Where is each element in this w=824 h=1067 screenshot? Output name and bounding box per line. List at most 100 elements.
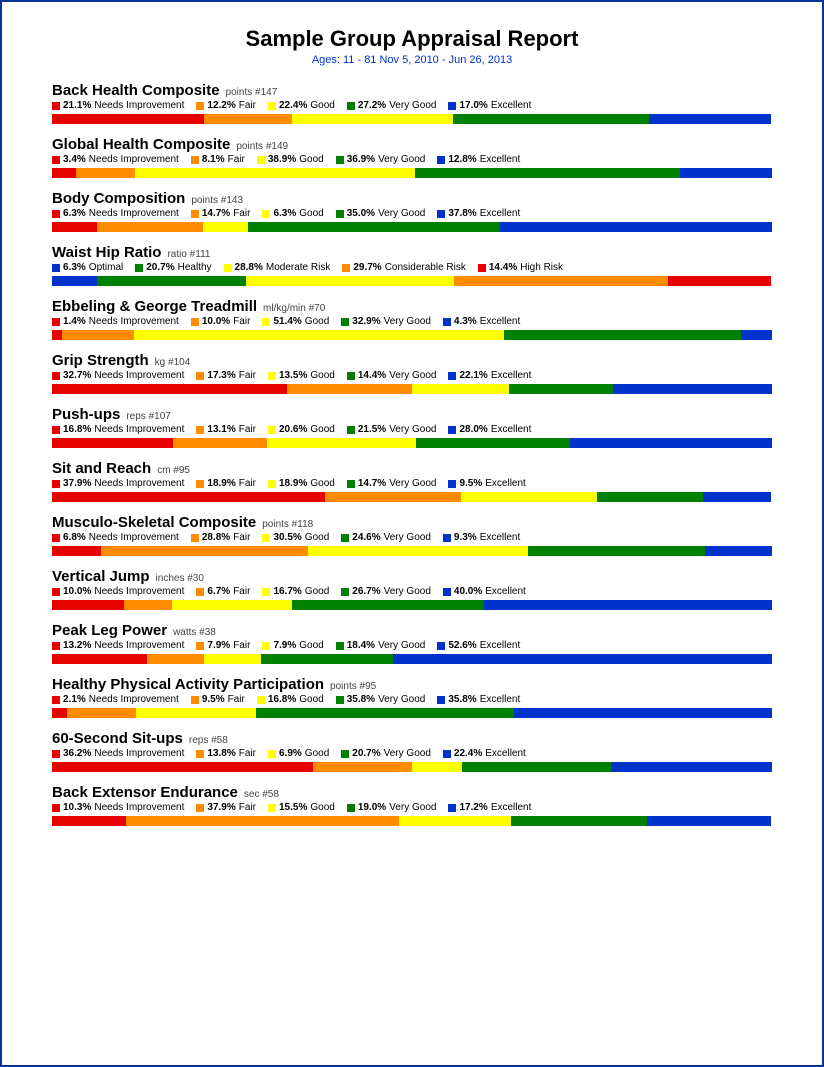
bar-segment <box>52 816 126 826</box>
metric-name: Body Composition <box>52 190 185 207</box>
legend-item: 6.3%Good <box>262 208 323 219</box>
metric-name: Back Extensor Endurance <box>52 784 238 801</box>
metric-header: Push-upsreps #107 <box>52 406 772 423</box>
bar-segment <box>204 114 292 124</box>
bar-segment <box>680 168 772 178</box>
legend-label: Good <box>305 316 329 327</box>
legend-label: Very Good <box>389 802 436 813</box>
legend-label: Good <box>310 370 334 381</box>
legend-percent: 17.3% <box>207 370 235 381</box>
legend-percent: 28.8% <box>235 262 263 273</box>
legend-label: Needs Improvement <box>94 424 184 435</box>
color-swatch <box>52 480 60 488</box>
metrics-container: Back Health Compositepoints #14721.1%Nee… <box>52 82 772 826</box>
metric-legend: 36.2%Needs Improvement13.8%Fair6.9%Good2… <box>52 748 772 759</box>
color-swatch <box>268 480 276 488</box>
color-swatch <box>341 588 349 596</box>
metric: Push-upsreps #10716.8%Needs Improvement1… <box>52 406 772 448</box>
metric-legend: 6.3%Optimal20.7%Healthy28.8%Moderate Ris… <box>52 262 772 273</box>
bar-segment <box>668 276 772 286</box>
legend-percent: 16.8% <box>63 424 91 435</box>
stacked-bar <box>52 438 772 448</box>
metric-unit: cm #95 <box>157 465 190 476</box>
legend-percent: 37.9% <box>63 478 91 489</box>
legend-percent: 14.7% <box>358 478 386 489</box>
legend-label: Very Good <box>384 586 431 597</box>
color-swatch <box>196 480 204 488</box>
legend-item: 37.9%Fair <box>196 802 256 813</box>
color-swatch <box>191 318 199 326</box>
color-swatch <box>268 804 276 812</box>
legend-percent: 35.8% <box>448 694 476 705</box>
metric-header: Back Extensor Endurancesec #58 <box>52 784 772 801</box>
bar-segment <box>52 114 204 124</box>
legend-label: Very Good <box>378 154 425 165</box>
legend-item: 51.4% Good <box>262 316 329 327</box>
bar-segment <box>256 708 514 718</box>
legend-item: 36.2%Needs Improvement <box>52 748 184 759</box>
bar-segment <box>52 438 173 448</box>
bar-segment <box>325 492 461 502</box>
color-swatch <box>347 804 355 812</box>
legend-item: 6.7%Fair <box>196 586 250 597</box>
legend-label: Moderate Risk <box>266 262 330 273</box>
stacked-bar <box>52 114 772 124</box>
report-page: Sample Group Appraisal Report Ages: 11 -… <box>0 0 824 1067</box>
bar-segment <box>124 600 172 610</box>
bar-segment <box>649 114 771 124</box>
metric-header: Musculo-Skeletal Compositepoints #118 <box>52 514 772 531</box>
legend-percent: 17.2% <box>459 802 487 813</box>
color-swatch <box>347 426 355 434</box>
bar-segment <box>287 384 412 394</box>
color-swatch <box>52 696 60 704</box>
legend-percent: 9.3% <box>454 532 477 543</box>
stacked-bar <box>52 168 772 178</box>
metric-name: Vertical Jump <box>52 568 150 585</box>
legend-label: Excellent <box>480 694 521 705</box>
bar-segment <box>52 492 325 502</box>
legend-item: 20.6%Good <box>268 424 335 435</box>
bar-segment <box>509 384 613 394</box>
legend-item: 6.8%Needs Improvement <box>52 532 179 543</box>
legend-item: 10.0%Fair <box>191 316 251 327</box>
legend-item: 28.0%Excellent <box>448 424 531 435</box>
color-swatch <box>191 156 199 164</box>
legend-percent: 8.1% <box>202 154 225 165</box>
metric-header: Grip Strengthkg #104 <box>52 352 772 369</box>
bar-segment <box>52 330 62 340</box>
bar-segment <box>204 654 261 664</box>
metric-legend: 6.8%Needs Improvement28.8%Fair30.5%Good2… <box>52 532 772 543</box>
color-swatch <box>52 102 60 110</box>
legend-label: Very Good <box>389 100 436 111</box>
color-swatch <box>196 102 204 110</box>
color-swatch <box>52 804 60 812</box>
bar-segment <box>741 330 772 340</box>
legend-label: Very Good <box>378 694 425 705</box>
metric: Back Extensor Endurancesec #5810.3%Needs… <box>52 784 772 826</box>
legend-percent: 51.4% <box>273 316 301 327</box>
legend-percent: 36.2% <box>63 748 91 759</box>
legend-label: Fair <box>233 532 250 543</box>
legend-label: Very Good <box>384 532 431 543</box>
color-swatch <box>196 642 204 650</box>
metric-name: Healthy Physical Activity Participation <box>52 676 324 693</box>
legend-percent: 6.3% <box>63 208 86 219</box>
legend-label: Very Good <box>378 208 425 219</box>
legend-label: Excellent <box>480 208 521 219</box>
color-swatch <box>443 750 451 758</box>
legend-item: 9.5%Fair <box>191 694 245 705</box>
legend-item: 29.7%Considerable Risk <box>342 262 466 273</box>
bar-segment <box>52 654 147 664</box>
legend-percent: 40.0% <box>454 586 482 597</box>
legend-label: Good <box>310 424 334 435</box>
color-swatch <box>341 318 349 326</box>
legend-label: Needs Improvement <box>89 694 179 705</box>
legend-percent: 17.0% <box>459 100 487 111</box>
color-swatch <box>262 534 270 542</box>
legend-percent: 18.9% <box>279 478 307 489</box>
bar-segment <box>52 546 101 556</box>
bar-segment <box>97 222 203 232</box>
legend-percent: 27.2% <box>358 100 386 111</box>
color-swatch <box>52 588 60 596</box>
color-swatch <box>52 156 60 164</box>
